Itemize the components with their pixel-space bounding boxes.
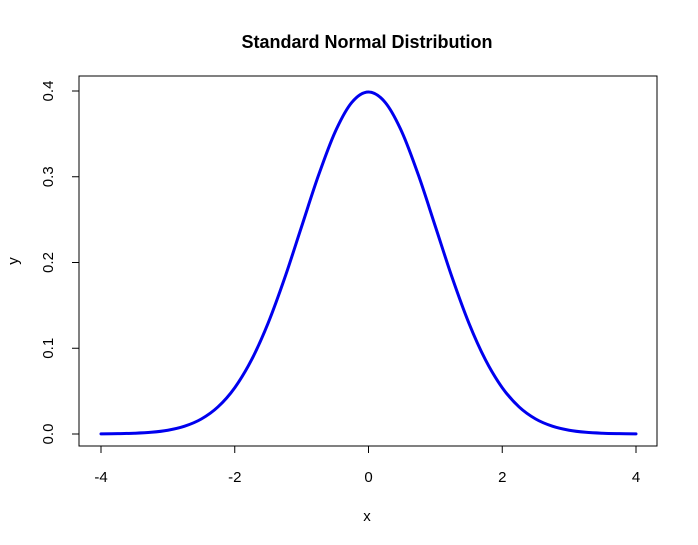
- x-tick-label: -2: [228, 469, 241, 486]
- x-tick-label: 4: [632, 469, 640, 486]
- y-axis: 0.0 0.1 0.2 0.3 0.4: [40, 81, 80, 445]
- y-tick-label: 0.2: [40, 252, 57, 273]
- plot-area-frame: [78, 75, 658, 447]
- y-axis-label: y: [5, 257, 22, 265]
- y-tick-label: 0.4: [40, 81, 57, 102]
- y-tick-label: 0.1: [40, 338, 57, 359]
- density-curve: [99, 90, 638, 436]
- chart-title: Standard Normal Distribution: [241, 32, 492, 52]
- x-tick-label: 2: [498, 469, 506, 486]
- x-tick-label: -4: [94, 469, 107, 486]
- x-tick-label: 0: [364, 469, 372, 486]
- series-layer: [99, 90, 638, 436]
- x-axis: -4 -2 0 2 4: [94, 445, 640, 486]
- y-tick-label: 0.0: [40, 424, 57, 445]
- x-axis-label: x: [363, 508, 371, 525]
- y-tick-label: 0.3: [40, 166, 57, 187]
